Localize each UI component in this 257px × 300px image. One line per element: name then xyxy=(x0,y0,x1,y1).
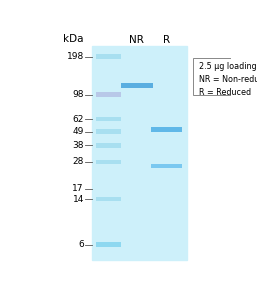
Text: kDa: kDa xyxy=(63,34,84,44)
Bar xyxy=(121,83,153,88)
Text: 98: 98 xyxy=(72,90,84,99)
Bar xyxy=(92,46,188,260)
Bar xyxy=(96,54,121,59)
Bar xyxy=(96,92,121,97)
Bar xyxy=(151,164,182,168)
Text: 2.5 μg loading
NR = Non-reduced
R = Reduced: 2.5 μg loading NR = Non-reduced R = Redu… xyxy=(199,62,257,97)
Text: 28: 28 xyxy=(72,157,84,166)
Bar xyxy=(96,143,121,148)
Bar xyxy=(96,117,121,122)
Text: 38: 38 xyxy=(72,141,84,150)
Text: 17: 17 xyxy=(72,184,84,193)
Text: 49: 49 xyxy=(72,127,84,136)
Bar xyxy=(151,127,182,132)
Bar xyxy=(96,130,121,134)
Text: NR: NR xyxy=(129,35,144,45)
Bar xyxy=(96,197,121,201)
Text: 198: 198 xyxy=(67,52,84,61)
Bar xyxy=(96,242,121,247)
Bar xyxy=(194,58,257,95)
Text: 6: 6 xyxy=(78,240,84,249)
Bar xyxy=(96,160,121,164)
Text: 62: 62 xyxy=(72,115,84,124)
Text: 14: 14 xyxy=(72,195,84,204)
Text: R: R xyxy=(163,35,170,45)
